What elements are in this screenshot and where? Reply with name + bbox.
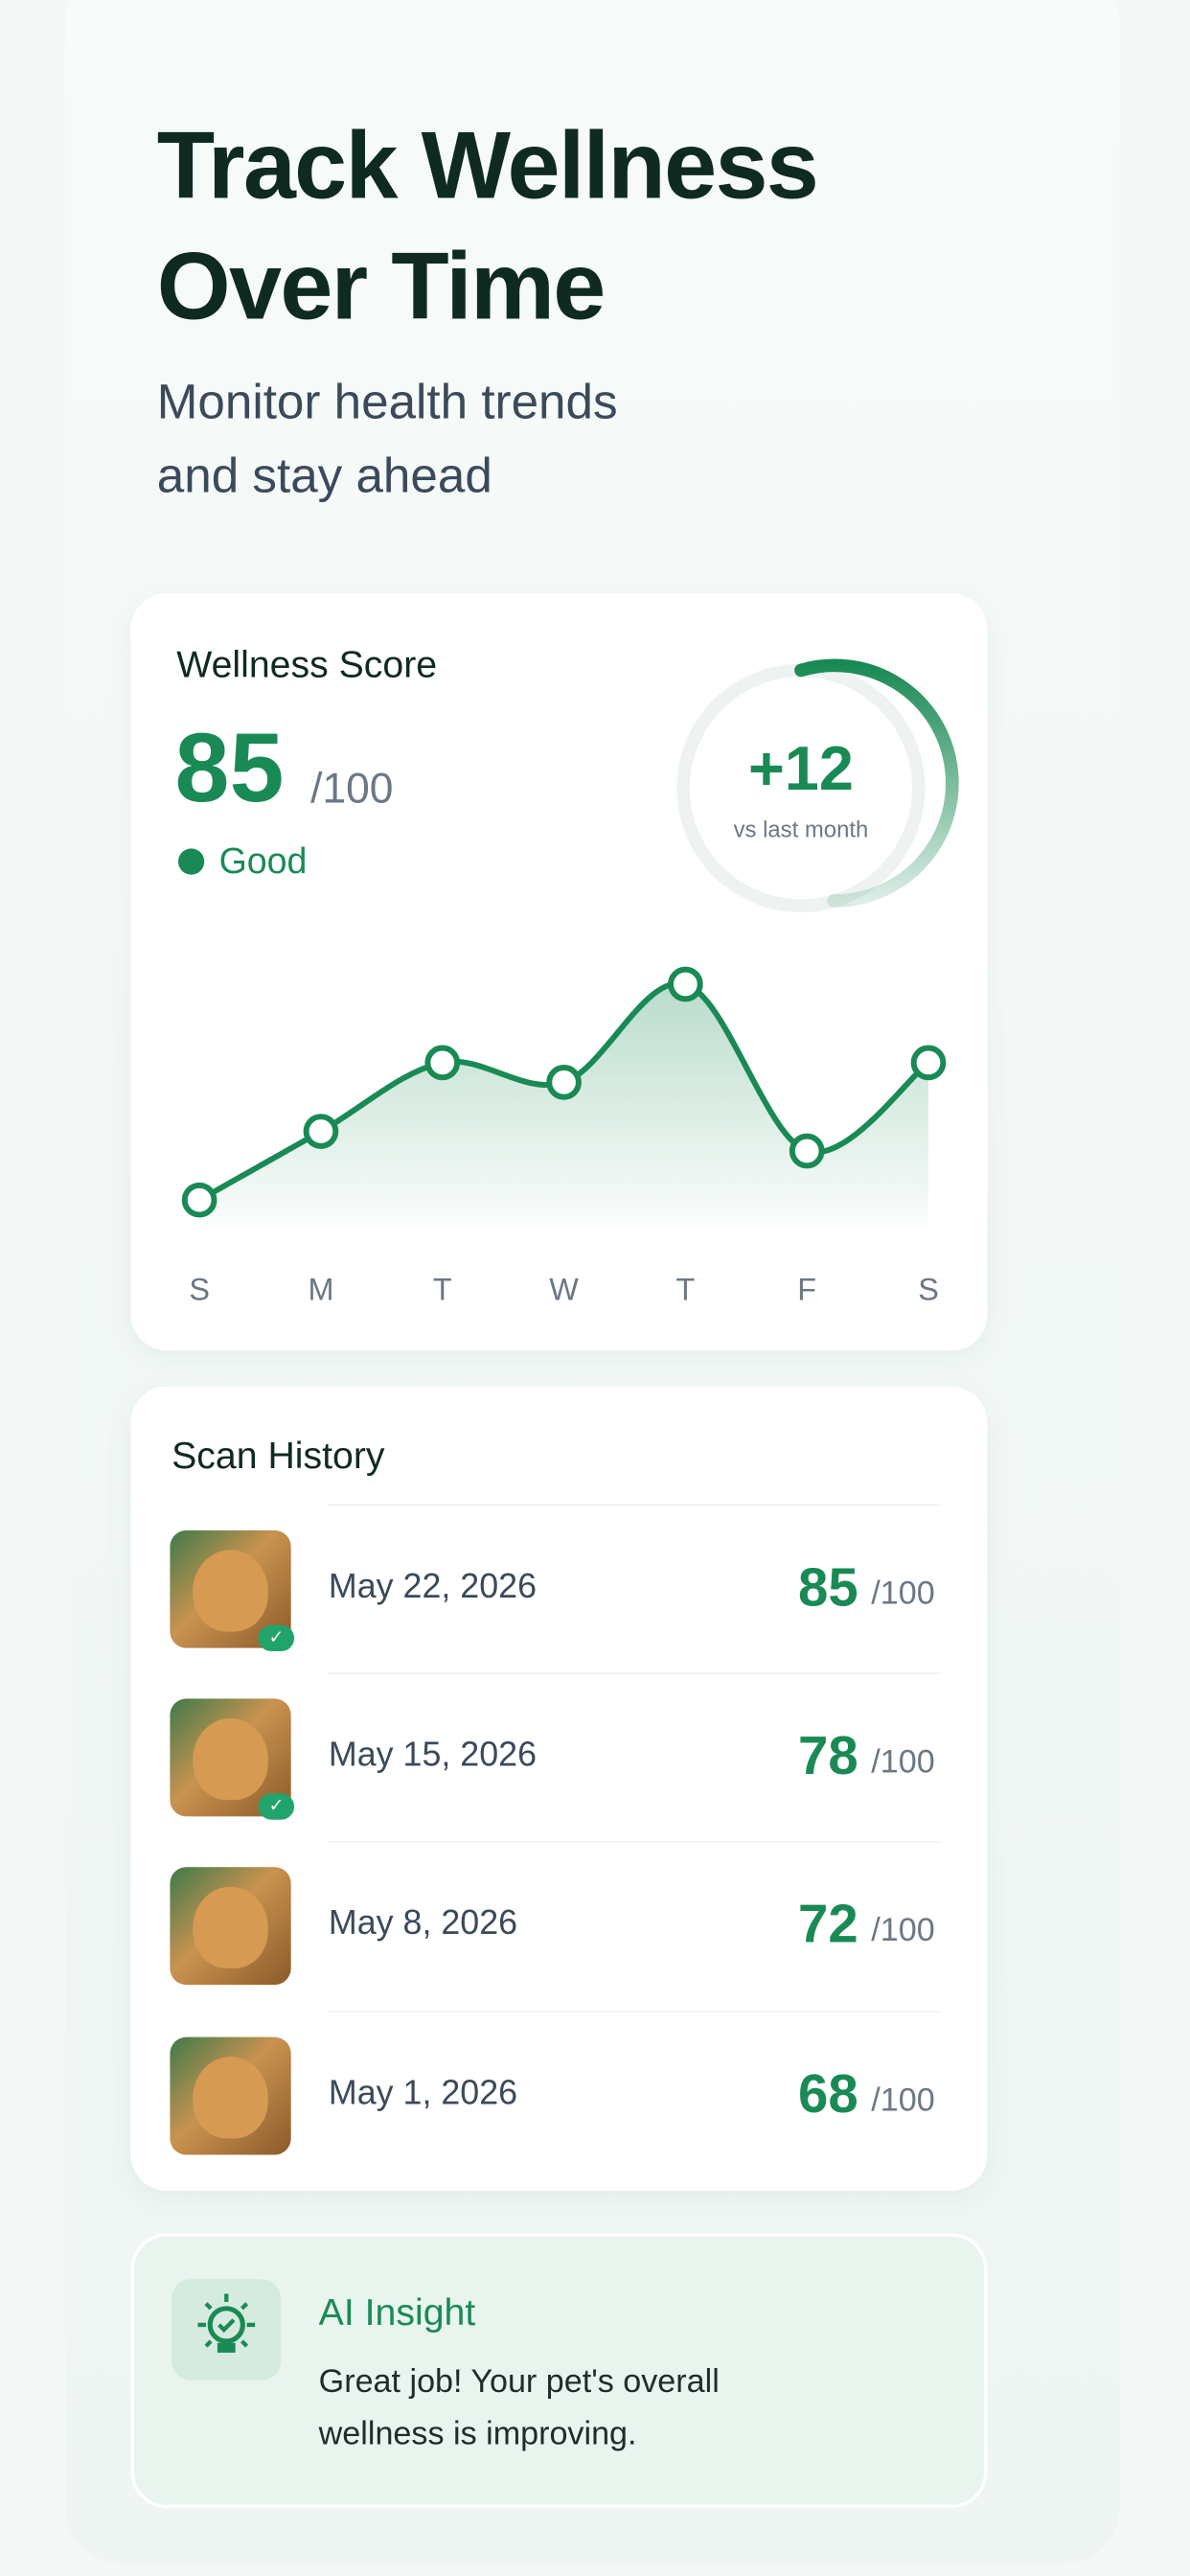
change: +12 <box>747 735 854 805</box>
insight-icon <box>172 2279 282 2380</box>
pet-face <box>193 2057 268 2139</box>
scan-score: 68 <box>798 2062 858 2125</box>
scan-date: May 15, 2026 <box>328 1736 538 1775</box>
scan-date: May 22, 2026 <box>328 1568 538 1606</box>
point <box>546 1065 582 1100</box>
scan-max: /100 <box>871 1576 935 1613</box>
change-label: vs last month <box>733 816 869 842</box>
scan-max: /100 <box>871 2082 935 2119</box>
status: Good <box>218 840 308 882</box>
insight-text: wellness is improving. <box>318 2416 637 2452</box>
ring-arc <box>794 658 959 908</box>
history-title: Scan History <box>172 1434 385 1477</box>
pet-photo <box>170 1698 291 1817</box>
area <box>199 983 929 1227</box>
title: Track Wellness <box>156 112 819 219</box>
scan-date: May 1, 2026 <box>328 2074 518 2113</box>
x-tick-label: F <box>797 1272 816 1306</box>
point <box>181 1182 217 1218</box>
insight-text: Great job! Your pet's overall <box>318 2363 720 2401</box>
separator <box>328 1504 940 1506</box>
score-max: /100 <box>310 763 394 813</box>
point <box>424 1045 461 1081</box>
score: 85 <box>174 712 285 823</box>
pet-photo <box>170 2036 291 2155</box>
check-badge: ✓ <box>258 1793 295 1820</box>
status-dot <box>177 848 205 875</box>
scan-score: 72 <box>798 1893 858 1954</box>
scan-score: 85 <box>798 1556 858 1618</box>
separator <box>328 1672 940 1674</box>
check-badge: ✓ <box>258 1624 295 1652</box>
insight-title: AI Insight <box>318 2290 476 2334</box>
x-tick-label: T <box>433 1272 452 1306</box>
subtitle: Monitor health trends <box>156 376 618 430</box>
point <box>303 1114 339 1149</box>
separator <box>328 2011 940 2013</box>
separator <box>328 1840 940 1843</box>
point <box>668 966 703 1002</box>
pet-face <box>193 1718 268 1801</box>
ring-track <box>676 663 926 912</box>
x-tick-label: S <box>918 1272 939 1306</box>
point <box>910 1045 947 1081</box>
scan-max: /100 <box>871 1913 935 1949</box>
pet-face <box>193 1550 268 1632</box>
pet-face <box>193 1886 268 1969</box>
title: Over Time <box>156 233 606 340</box>
x-tick-label: T <box>675 1272 695 1306</box>
scan-score: 78 <box>798 1724 858 1785</box>
card-title: Wellness Score <box>176 642 438 685</box>
pet-photo <box>170 1530 291 1648</box>
subtitle: and stay ahead <box>156 449 492 504</box>
x-tick-label: W <box>549 1272 579 1306</box>
x-tick-label: S <box>189 1272 210 1306</box>
pet-photo <box>170 1867 291 1986</box>
scan-max: /100 <box>871 1744 935 1781</box>
scan-date: May 8, 2026 <box>328 1904 518 1943</box>
bulb-icon <box>197 2293 256 2353</box>
point <box>789 1133 825 1169</box>
x-tick-label: M <box>308 1272 333 1306</box>
